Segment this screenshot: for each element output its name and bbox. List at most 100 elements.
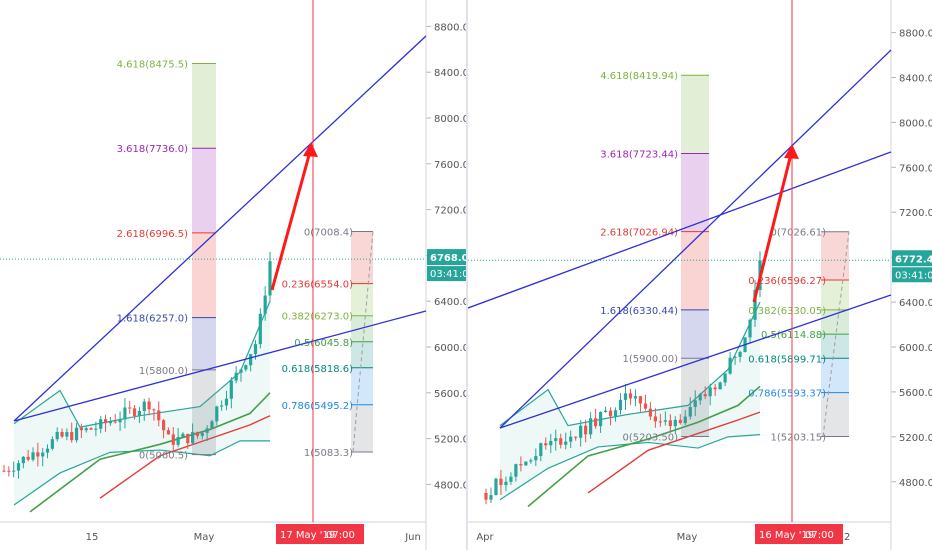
fib-extension-zone [192,369,216,455]
candle-body [191,432,195,444]
candle-body [258,313,262,345]
fib-retracement-label: 0.382(6330.05) [748,306,826,317]
last-price-badge [427,249,466,266]
candle-body [643,403,648,409]
candle-body [132,408,137,416]
candle-body [688,406,692,417]
cursor-date-label: 17 May '19 [280,530,335,541]
candle-body [99,419,103,429]
trend-line [13,35,427,422]
y-tick-label: 6000.0 [434,343,466,354]
fib-retracement-label: 1(5203.15) [770,432,826,443]
moving-average-fast [29,392,271,513]
candle-body [234,372,238,381]
y-tick-label: 6400.0 [434,297,466,308]
fib-extension-label: 0(5203.50) [622,432,678,443]
candle-body [693,400,697,407]
candle-body [618,399,623,411]
candle-body [220,405,224,407]
fib-retracement-label: 0.618(5818.6) [282,364,354,375]
candle-body [31,452,35,460]
fib-retracement-label: 0.5(6114.88) [761,330,826,341]
fib-retracement-label: 0.236(6554.0) [282,280,354,291]
candle-body [579,425,583,438]
candle-body [157,410,161,421]
candle-body [509,476,513,482]
candle-body [663,420,667,422]
candle-body [113,421,117,423]
candle-body [723,373,727,383]
candle-body [683,416,687,424]
candle-body [21,456,25,464]
trend-line [13,310,427,422]
cursor-time-label: 07:00 [326,530,355,541]
candle-body [539,443,543,457]
y-tick-label: 5600.00 [899,388,932,399]
candle-body [253,344,258,355]
fib-retracement-zone [351,231,373,284]
fib-extension-label: 0(5060.5) [139,451,188,462]
candle-body [524,461,528,466]
bollinger-band-fill [500,302,760,500]
candle-body [738,351,742,357]
candle-body [118,419,122,423]
chart-panel-right[interactable]: 4800.005200.005600.006000.006400.006800.… [468,0,932,550]
trend-line [468,151,892,309]
moving-average-fast [527,385,761,508]
candle-body [718,382,722,390]
candle-body [128,407,132,409]
candle-body [564,441,568,445]
countdown-badge [427,266,466,282]
y-tick-label: 6000.00 [899,343,932,354]
y-tick-label: 7200.0 [434,206,466,217]
candle-body [658,421,662,423]
candle-body [713,387,717,390]
fib-retracement-label: 0.382(6273.0) [282,312,354,323]
x-tick-label: 15 [86,532,99,543]
y-tick-label: 8400.00 [899,73,932,84]
candle-body [16,463,21,471]
y-tick-label: 5200.0 [434,435,466,446]
fib-retracement-label: 0(7026.61) [770,228,826,239]
candle-body [603,410,608,413]
fib-retracement-trend [352,231,374,453]
candle-body [108,421,112,424]
candle-body [176,437,180,445]
last-price-value: 6768.0 [430,253,466,264]
fib-extension-label: 2.618(7026.94) [600,228,678,239]
candle-body [244,365,248,370]
candle-body [55,431,59,440]
candle-body [559,438,563,445]
chart-panel-left[interactable]: 4800.05200.05600.06000.06400.06800.07200… [0,0,466,550]
candle-body [673,419,677,427]
x-tick-label: 22 [838,532,851,543]
x-tick-label: May [677,532,698,543]
y-tick-label: 8800.0 [434,22,466,33]
candle-body [504,481,508,486]
trend-line [499,294,892,429]
bollinger-upper [499,301,761,427]
fib-retracement-label: 0.618(5899.71) [748,354,826,365]
candle-body [210,421,214,429]
countdown-value: 03:41:07 [430,269,466,280]
candle-body [7,470,11,472]
moving-average-slow [99,415,271,499]
candle-body [74,427,79,441]
y-tick-label: 5200.00 [899,433,932,444]
cursor-date-badge [276,524,364,544]
candle-body [171,434,175,445]
candle-body [569,436,573,442]
fib-retracement-label: 0.786(5593.37) [748,389,826,400]
candle-body [45,448,50,453]
cursor-time-label: 07:00 [805,530,834,541]
y-tick-label: 8400.0 [434,68,466,79]
y-tick-label: 4800.0 [434,480,466,491]
projection-arrow-head [784,144,799,159]
candle-body [529,460,533,462]
fib-extension-zone [192,232,216,318]
candle-body [733,356,737,358]
candle-body [748,319,752,338]
candle-body [205,428,209,433]
projection-arrow [270,147,313,291]
candle-body [514,464,518,477]
